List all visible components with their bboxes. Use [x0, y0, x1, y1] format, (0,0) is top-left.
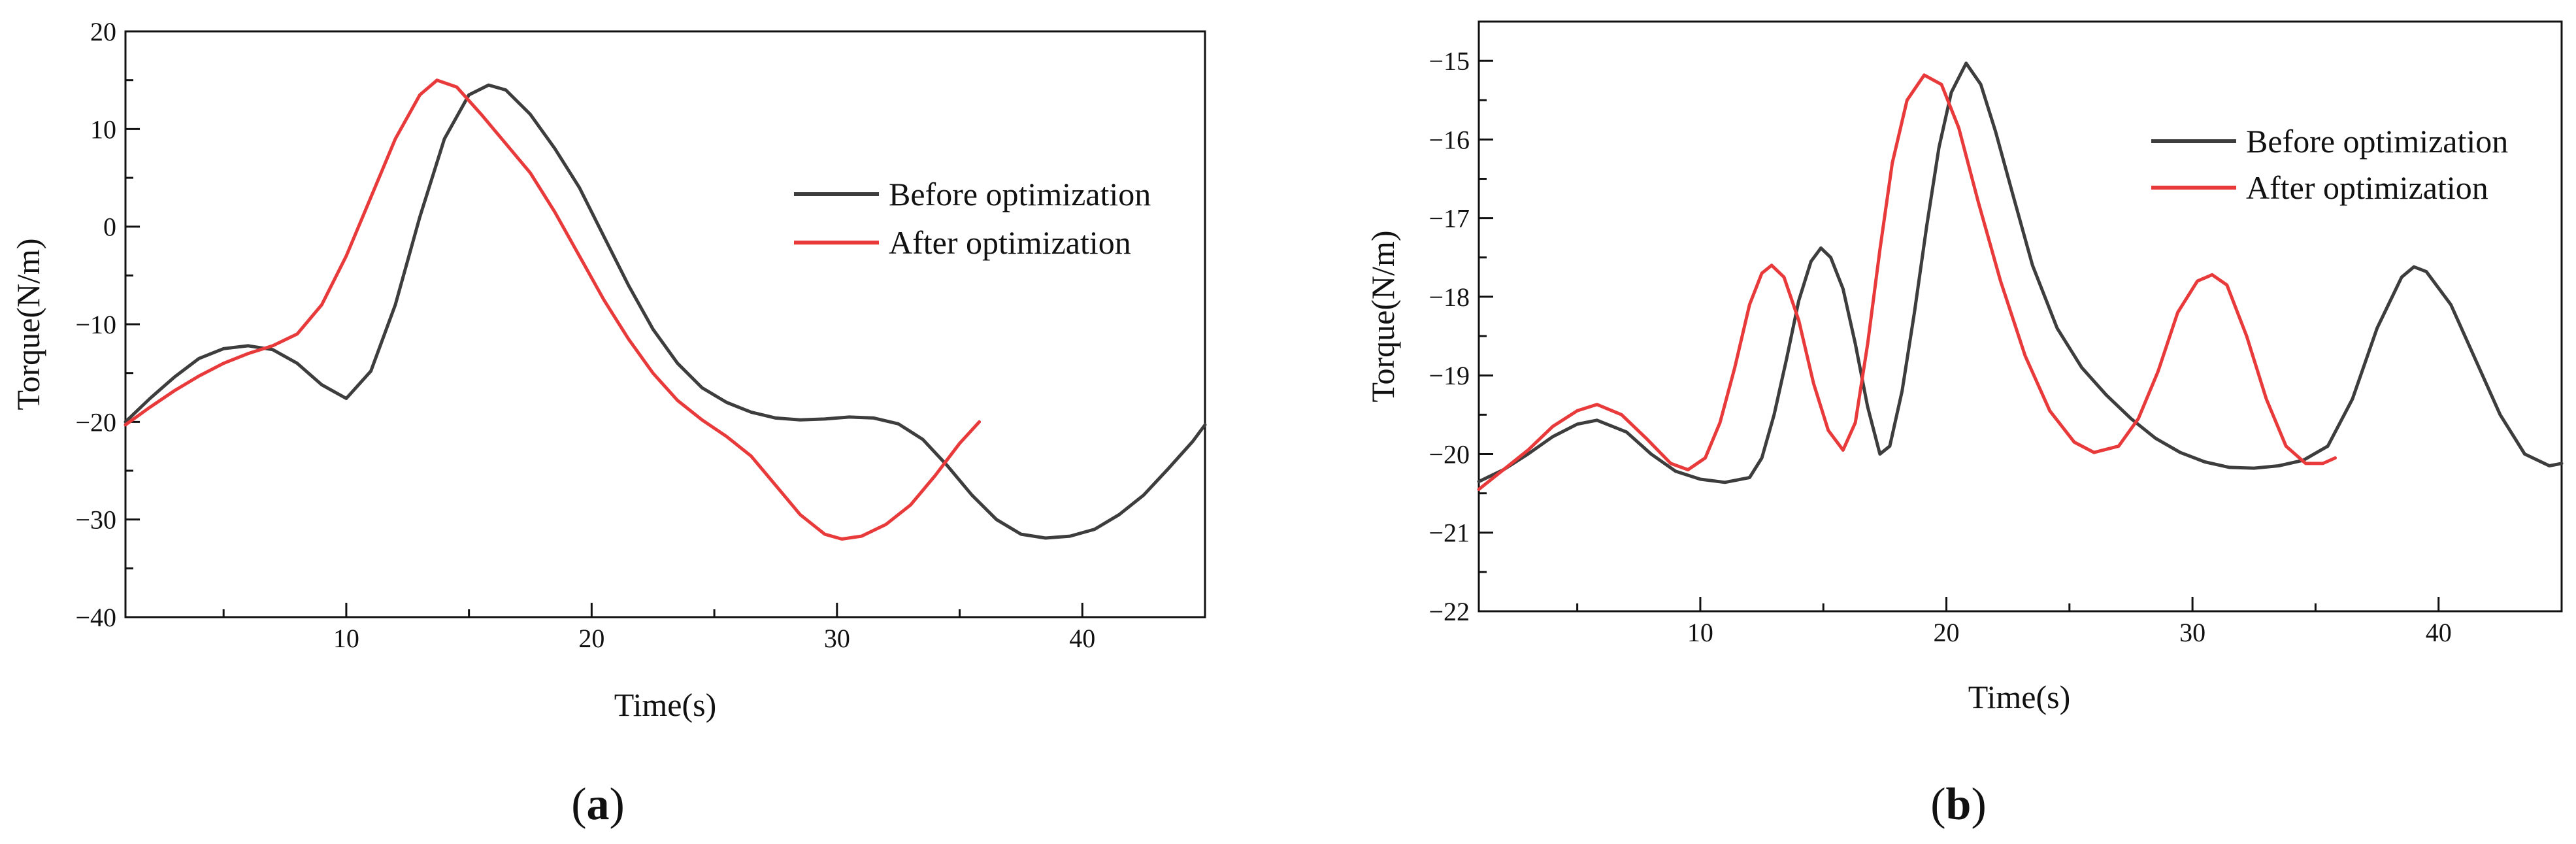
- panel-b-y-axis-title: Torque(N/m): [1364, 230, 1401, 402]
- panel-b-y-tick-label: −22: [1428, 597, 1470, 626]
- panel-b-tick-labels: 10 20 30 40 −22 −21 −20 −19 −18 −17 −16 −15: [1428, 46, 2451, 647]
- panel-b: 10 20 30 40 −22 −21 −20 −19 −18 −17 −16 −15 Time(s)…: [1364, 20, 2564, 830]
- panel-b-y-tick-label: −18: [1428, 282, 1470, 312]
- panel-b-y-tick-label: −17: [1428, 204, 1470, 233]
- panel-a-caption-letter: a: [587, 779, 610, 830]
- panel-a-y-tick-label: −40: [75, 603, 116, 632]
- panel-a-ticks: [125, 30, 1206, 618]
- panel-a-x-tick-label: 10: [333, 624, 359, 653]
- panel-a-series-line-after-optimization: [124, 78, 982, 541]
- panel-a-y-axis-title: Torque(N/m): [10, 238, 46, 410]
- panel-a: 10 20 30 40 −40 −30 −20 −10 0 10 20 Time(s) Torque…: [10, 17, 1207, 830]
- panel-b-plot-frame: [1478, 20, 2563, 613]
- panel-a-x-tick-label: 40: [1069, 624, 1095, 653]
- panel-b-series: [1477, 61, 2564, 492]
- panel-b-series-line-before-optimization: [1477, 61, 2564, 484]
- panel-b-y-tick-label: −19: [1428, 361, 1470, 390]
- panel-a-series: [124, 78, 1207, 541]
- panel-a-legend-label-after: After optimization: [889, 224, 1131, 261]
- panel-a-legend-label-before: Before optimization: [889, 176, 1151, 212]
- panel-b-y-tick-label: −16: [1428, 125, 1470, 154]
- panel-a-y-tick-label: −20: [75, 407, 116, 437]
- panel-b-legend-label-after: After optimization: [2246, 169, 2488, 206]
- panel-a-tick-labels: 10 20 30 40 −40 −30 −20 −10 0 10 20: [75, 17, 1095, 653]
- panel-b-x-tick-label: 30: [2179, 618, 2205, 647]
- panel-b-x-tick-label: 20: [1934, 618, 1960, 647]
- panel-a-legend: Before optimization After optimization: [794, 176, 1151, 261]
- panel-b-legend: Before optimization After optimization: [2151, 123, 2508, 206]
- panel-a-series-line-before-optimization: [124, 83, 1207, 540]
- panel-b-caption-letter: b: [1946, 779, 1972, 830]
- panel-a-y-tick-label: 0: [103, 212, 116, 242]
- panel-a-plot-frame: [124, 30, 1206, 618]
- panel-b-y-tick-label: −15: [1428, 46, 1470, 76]
- panel-b-ticks: [1479, 20, 2563, 613]
- panel-a-y-tick-label: −10: [75, 310, 116, 339]
- panel-b-x-tick-label: 10: [1687, 618, 1713, 647]
- panel-b-caption: (b): [1930, 779, 1987, 830]
- panel-a-y-tick-label: 20: [90, 17, 116, 46]
- panel-b-x-tick-label: 40: [2426, 618, 2452, 647]
- panel-b-legend-label-before: Before optimization: [2246, 123, 2508, 160]
- panel-b-x-axis-title: Time(s): [1968, 679, 2071, 715]
- panel-a-x-tick-label: 20: [578, 624, 604, 653]
- panel-a-x-axis-title: Time(s): [614, 686, 717, 723]
- panel-a-y-tick-label: 10: [90, 114, 116, 144]
- panel-a-y-tick-label: −30: [75, 505, 116, 535]
- panel-b-y-tick-label: −20: [1428, 439, 1470, 469]
- panel-a-x-tick-label: 30: [824, 624, 850, 653]
- panel-b-y-tick-label: −21: [1428, 518, 1470, 548]
- panel-b-series-line-after-optimization: [1477, 73, 2337, 492]
- panel-a-caption: (a): [571, 779, 625, 830]
